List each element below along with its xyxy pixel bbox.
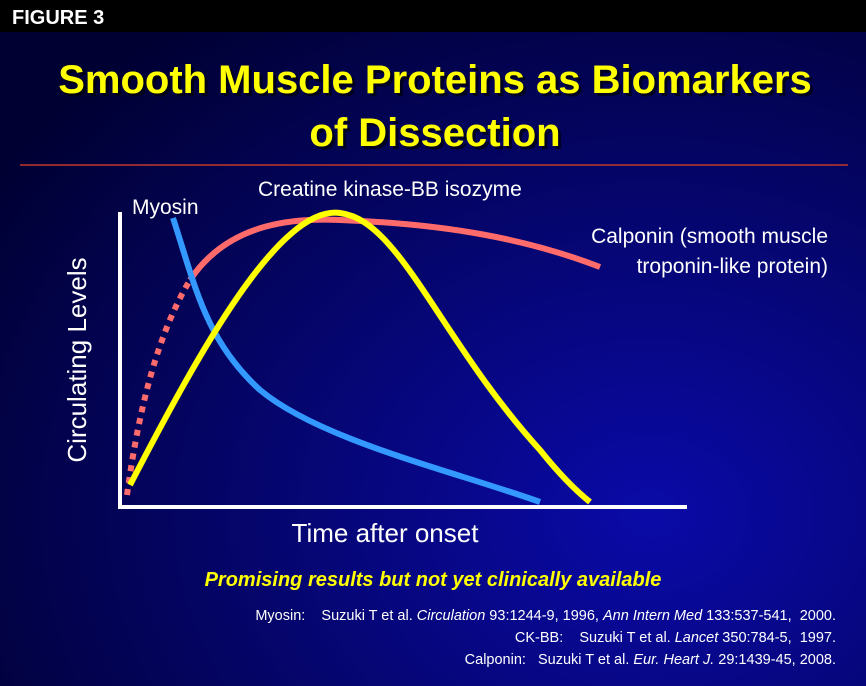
- ref-text: 133:537-541, 2000.: [702, 608, 836, 624]
- note: Promising results but not yet clinically…: [205, 569, 662, 591]
- y-axis-label: Circulating Levels: [62, 257, 92, 462]
- reference: CK-BB: Suzuki T et al. Lancet 350:784-5,…: [515, 630, 836, 646]
- figure-label: FIGURE 3: [12, 7, 104, 29]
- calponin-label: troponin-like protein): [637, 255, 828, 278]
- myosin-curve: [170, 217, 542, 505]
- x-axis-label: Time after onset: [292, 518, 480, 548]
- ref-text: 93:1244-9, 1996,: [485, 608, 603, 624]
- title-shadow: Smooth Muscle Proteins as Biomarkers: [61, 61, 815, 105]
- ref-journal: Circulation: [417, 608, 486, 624]
- header-bar: [0, 0, 866, 32]
- calponin-label: Calponin (smooth muscle: [591, 225, 828, 248]
- title: Smooth Muscle Proteins as Biomarkers of …: [58, 58, 815, 158]
- title-line: Smooth Muscle Proteins as Biomarkers: [58, 58, 812, 102]
- curve-labels: Myosin Creatine kinase-BB isozyme Calpon…: [132, 178, 828, 278]
- reference: Myosin: Suzuki T et al. Circulation 93:1…: [255, 608, 836, 624]
- ref-text: 29:1439-45, 2008.: [714, 652, 836, 668]
- ref-text: Calponin: Suzuki T et al.: [465, 652, 634, 668]
- reference: Calponin: Suzuki T et al. Eur. Heart J. …: [465, 652, 836, 668]
- ref-text: Myosin: Suzuki T et al.: [255, 608, 416, 624]
- references: Myosin: Suzuki T et al. Circulation 93:1…: [255, 608, 836, 668]
- ref-journal: Lancet: [675, 630, 720, 646]
- ref-journal: Eur. Heart J.: [633, 652, 714, 668]
- ref-text: CK-BB: Suzuki T et al.: [515, 630, 675, 646]
- myosin-label: Myosin: [132, 196, 199, 219]
- ref-journal: Ann Intern Med: [602, 608, 703, 624]
- calponin-curve: [187, 216, 602, 282]
- ref-text: 350:784-5, 1997.: [718, 630, 836, 646]
- title-shadow: of Dissection: [312, 114, 563, 158]
- ck-bb-label: Creatine kinase-BB isozyme: [258, 178, 522, 201]
- title-line: of Dissection: [309, 111, 560, 155]
- ck-bb-curve: [127, 209, 592, 505]
